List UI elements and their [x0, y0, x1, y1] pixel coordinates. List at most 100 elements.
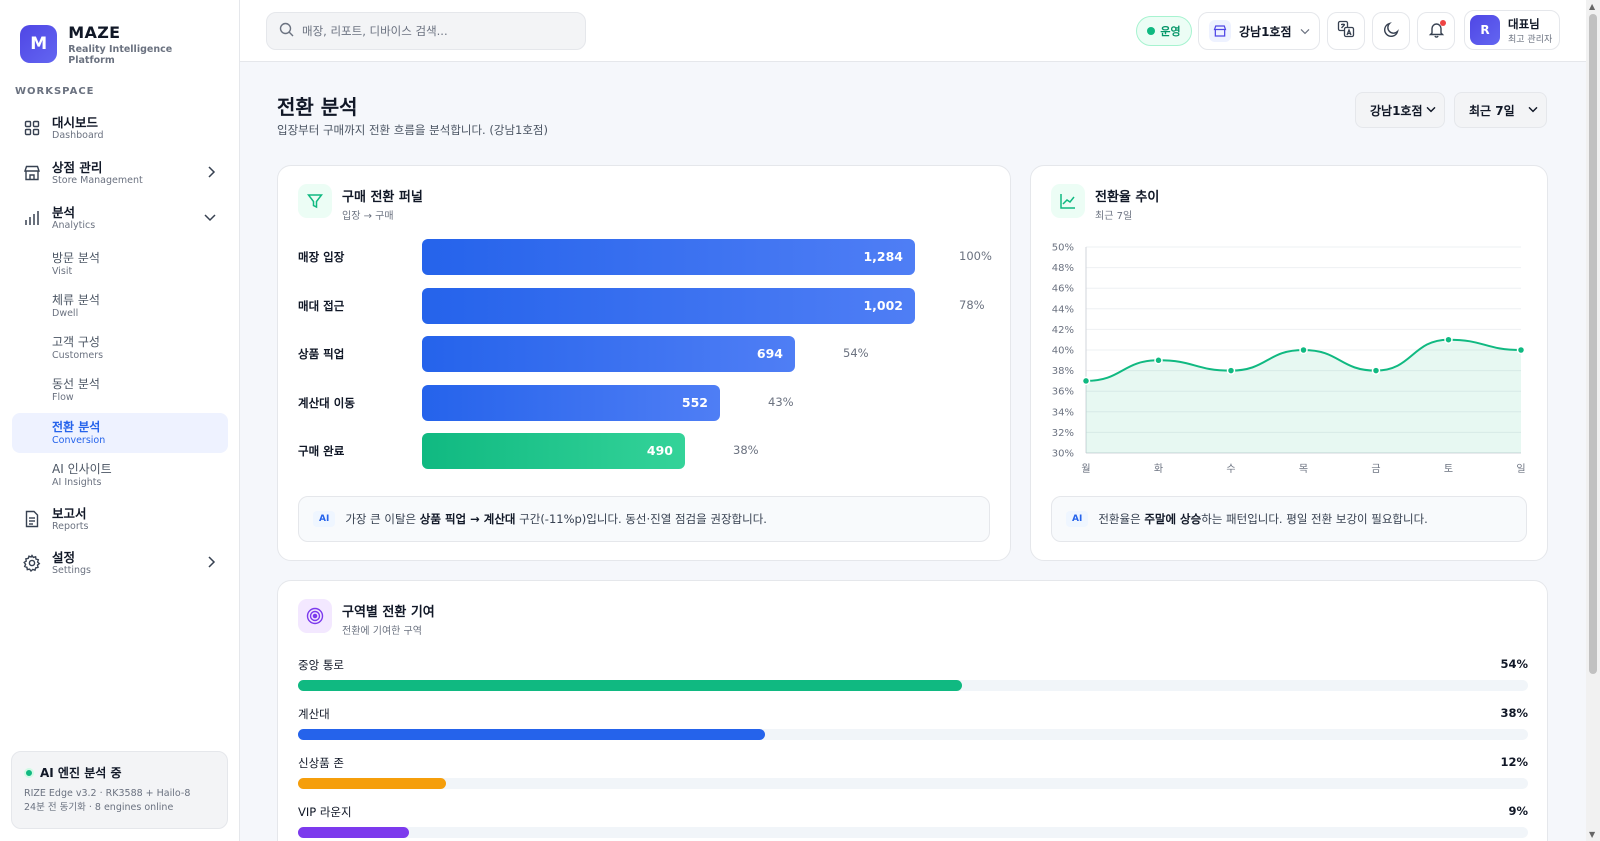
y-tick-label: 46% — [1052, 284, 1074, 295]
translate-button[interactable] — [1327, 12, 1365, 50]
sidebar-item-analytics[interactable]: 분석 Analytics — [12, 202, 228, 234]
sidebar-item-reports[interactable]: 보고서 Reports — [12, 503, 228, 535]
user-menu[interactable]: R 대표님 최고 관리자 — [1464, 10, 1560, 50]
x-tick-label: 목 — [1299, 463, 1308, 475]
sidebar-subitem-customers[interactable]: 고객 구성 Customers — [12, 328, 228, 368]
sidebar-subitem-sublabel: Customers — [52, 349, 104, 361]
funnel-row: 매대 접근 1,002 78% — [298, 287, 985, 324]
store-filter-select[interactable]: 강남1호점 — [1355, 92, 1445, 128]
card-subtitle: 입장 → 구매 — [342, 211, 394, 222]
sidebar-item-dashboard[interactable]: 대시보드 Dashboard — [12, 112, 228, 144]
funnel-row: 계산대 이동 552 43% — [298, 384, 978, 421]
document-icon — [22, 509, 42, 529]
period-filter-label: 최근 7일 — [1469, 103, 1515, 118]
zone-row: VIP 라운지 9% — [298, 804, 1528, 841]
sidebar-item-sublabel: Dashboard — [52, 129, 104, 141]
sidebar-item-sublabel: Reports — [52, 520, 89, 532]
store-selector[interactable]: 강남1호점 — [1198, 12, 1320, 50]
zone-contribution-card: 구역별 전환 기여 전환에 기여한 구역 중앙 통로 54% 계산대 38% 신상품 존… — [277, 580, 1548, 841]
zone-progress-track — [298, 778, 1528, 789]
data-point — [1371, 366, 1381, 375]
brand-logo: M — [20, 25, 58, 63]
brand-name: MAZE — [68, 22, 121, 42]
status-dot — [24, 767, 34, 778]
funnel-row: 매장 입장 1,284 100% — [298, 239, 992, 275]
brand-subtitle: Reality Intelligence Platform — [68, 43, 173, 66]
sidebar-subitem-label: AI 인사이트 — [52, 461, 112, 476]
scroll-thumb[interactable] — [1589, 14, 1597, 674]
ai-engine-sync: 24분 전 동기화 · 8 engines online — [24, 802, 174, 813]
notifications-button[interactable] — [1417, 12, 1455, 50]
zone-label: VIP 라운지 — [298, 805, 352, 819]
search-input[interactable]: 매장, 리포트, 디바이스 검색... — [266, 12, 586, 50]
funnel-icon — [298, 184, 332, 218]
funnel-bar: 490 — [422, 433, 685, 469]
funnel-step-value: 490 — [646, 443, 673, 458]
sidebar-subitem-sublabel: AI Insights — [52, 476, 102, 488]
data-point — [1154, 356, 1163, 365]
user-role: 최고 관리자 — [1508, 34, 1553, 45]
zone-percent: 54% — [1500, 657, 1528, 671]
brand[interactable]: M MAZE Reality Intelligence Platform — [0, 0, 239, 68]
card-subtitle: 최근 7일 — [1095, 211, 1133, 222]
sidebar-item-settings[interactable]: 설정 Settings — [12, 547, 228, 579]
zone-progress-track — [298, 827, 1528, 838]
data-point — [1081, 376, 1091, 386]
funnel-step-label: 매장 입장 — [298, 250, 345, 264]
sidebar-subitem-ai-insights[interactable]: AI 인사이트 AI Insights — [12, 455, 228, 495]
sidebar-subitem-label: 전환 분석 — [52, 419, 101, 434]
sidebar-subitem-dwell[interactable]: 체류 분석 Dwell — [12, 286, 228, 326]
sidebar-item-label: 설정 — [52, 549, 76, 565]
chevron-down-icon — [1528, 105, 1538, 116]
zone-percent: 12% — [1500, 755, 1528, 769]
chevron-down-icon — [1426, 105, 1436, 116]
store-filter-label: 강남1호점 — [1370, 103, 1423, 118]
target-icon — [298, 599, 332, 633]
ai-badge: AI — [313, 511, 336, 527]
avatar: R — [1470, 15, 1500, 45]
funnel-bar: 552 — [422, 384, 720, 421]
y-tick-label: 30% — [1052, 449, 1074, 460]
page-scrollbar[interactable]: ▲ ▼ — [1586, 0, 1600, 841]
zone-row: 중앙 통로 54% — [298, 657, 1528, 697]
ai-engine-version: RIZE Edge v3.2 · RK3588 + Hailo-8 — [24, 788, 191, 799]
period-filter-select[interactable]: 최근 7일 — [1454, 92, 1547, 128]
y-tick-label: 36% — [1052, 387, 1074, 398]
sidebar-subitem-conversion[interactable]: 전환 분석 Conversion — [12, 413, 228, 453]
card-title: 구매 전환 퍼널 — [342, 190, 423, 205]
funnel-step-value: 1,284 — [863, 249, 903, 264]
scroll-up-icon[interactable]: ▲ — [1589, 2, 1596, 11]
chevron-right-icon — [206, 555, 216, 571]
funnel-row: 상품 픽업 694 54% — [298, 336, 978, 372]
sidebar-subitem-flow[interactable]: 동선 분석 Flow — [12, 370, 228, 410]
funnel-step-percent: 100% — [959, 249, 992, 263]
zone-label: 신상품 존 — [298, 756, 344, 770]
sidebar: M MAZE Reality Intelligence Platform WOR… — [0, 0, 240, 841]
scroll-down-icon[interactable]: ▼ — [1589, 830, 1596, 839]
notification-dot — [1439, 19, 1446, 26]
sidebar-item-label: 분석 — [52, 204, 76, 220]
y-tick-label: 42% — [1052, 325, 1074, 336]
funnel-step-value: 552 — [681, 394, 708, 410]
y-tick-label: 44% — [1052, 304, 1074, 315]
data-point — [1444, 335, 1453, 344]
conversion-trend-card: 전환율 추이 최근 7일 30% 32% 34% 36% 38% 40% 42% 44% 46%… — [1030, 165, 1548, 561]
sidebar-subitem-visit[interactable]: 방문 분석 Visit — [12, 244, 228, 284]
page-title: 전환 분석 — [277, 95, 358, 119]
funnel-step-label: 구매 완료 — [298, 444, 345, 458]
sidebar-subitem-label: 동선 분석 — [52, 376, 100, 391]
sidebar-item-store-management[interactable]: 상점 관리 Store Management — [12, 157, 228, 189]
y-tick-label: 32% — [1052, 428, 1074, 439]
ai-engine-status: AI 엔진 분석 중 RIZE Edge v3.2 · RK3588 + Hai… — [11, 751, 228, 829]
trend-insight: AI 전환율은 주말에 상승하는 패턴입니다. 평일 전환 보강이 필요합니다. — [1051, 496, 1527, 542]
search-icon — [279, 22, 294, 41]
store-icon — [22, 163, 42, 183]
dark-mode-toggle[interactable] — [1372, 12, 1410, 50]
funnel-step-label: 매대 접근 — [298, 298, 345, 313]
y-tick-label: 34% — [1052, 407, 1074, 418]
x-tick-label: 금 — [1371, 463, 1380, 475]
funnel-card: 구매 전환 퍼널 입장 → 구매 매장 입장 1,284 100% 매대 접근 1,00… — [277, 165, 1011, 561]
data-point — [1299, 345, 1308, 355]
sidebar-item-label: 상점 관리 — [52, 159, 103, 175]
y-tick-label: 48% — [1052, 263, 1074, 274]
